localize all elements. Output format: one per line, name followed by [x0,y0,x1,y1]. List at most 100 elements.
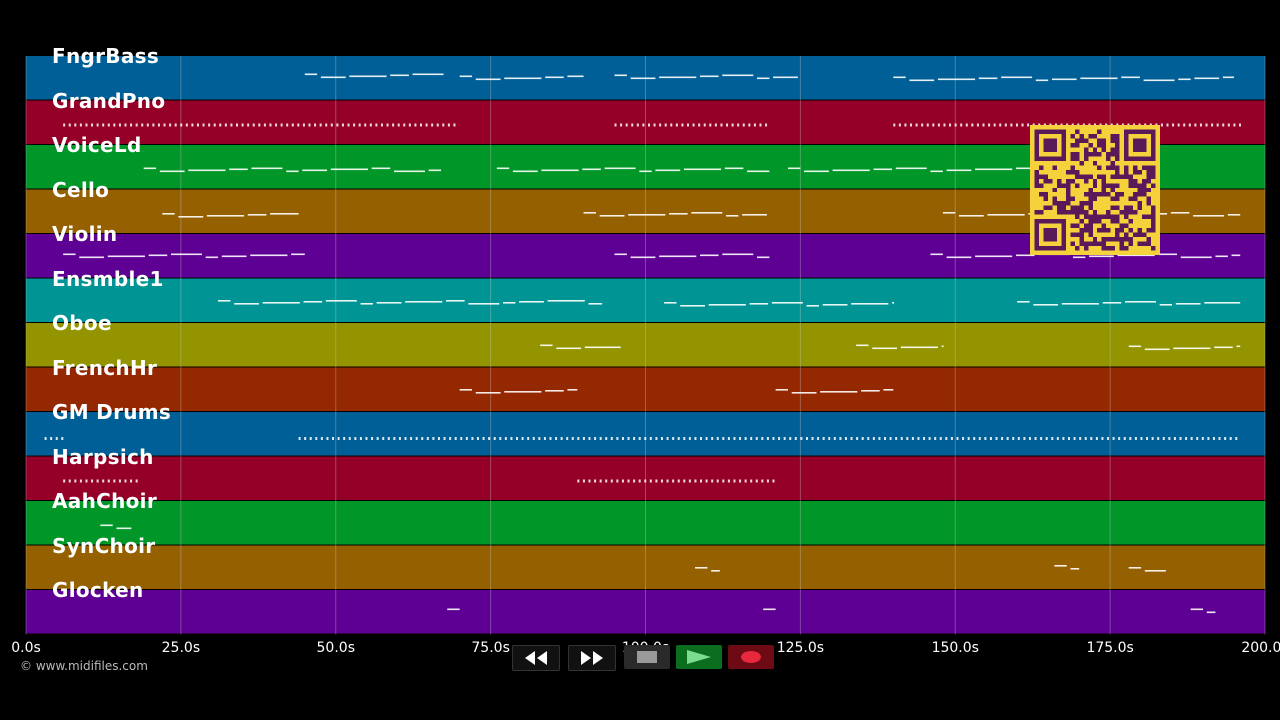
note [610,437,613,440]
record-button[interactable] [728,645,774,669]
note [100,524,113,527]
note [567,389,578,391]
note [889,437,892,440]
note [571,437,574,440]
note [958,215,984,217]
qr-code[interactable] [1030,125,1160,255]
note [1162,437,1165,440]
stop-button[interactable] [624,645,670,669]
note [1183,123,1186,127]
note [599,479,602,483]
note [135,123,138,127]
note [1015,123,1018,127]
note [230,123,233,127]
note [839,437,842,440]
note [633,437,636,440]
note [722,437,725,440]
note [1227,123,1230,127]
note [659,76,697,79]
note [1205,123,1208,127]
note [683,437,686,440]
fast-forward-button[interactable] [568,645,616,671]
note [1035,79,1049,82]
note [326,437,329,440]
track-label: SynChoir [52,533,156,558]
note [143,167,157,170]
note [930,253,943,256]
note [893,123,896,127]
note [269,123,272,127]
note [720,123,723,127]
note [431,123,434,127]
note [817,437,820,440]
note [325,123,328,127]
note [365,437,368,440]
note [711,479,714,483]
note [750,437,753,440]
time-tick-label: 175.0s [1086,640,1134,656]
note [496,167,510,170]
note [337,437,340,440]
note [1001,437,1004,440]
note [771,302,803,304]
play-button[interactable] [676,645,722,669]
time-tick-label: 25.0s [161,640,201,656]
note [820,391,858,393]
note [1017,301,1030,303]
copyright-text: © www.midifiles.com [20,659,148,673]
note [755,437,758,440]
note [107,479,110,483]
note [915,123,918,127]
note [454,437,457,440]
note [465,437,468,440]
note [636,123,639,127]
note [960,123,963,127]
note [1196,437,1199,440]
note [291,123,294,127]
note [162,213,175,215]
note [1215,255,1228,258]
note [459,389,473,391]
note [937,78,976,81]
note [91,123,94,127]
note [700,254,719,257]
note [286,123,289,127]
note [1040,437,1043,440]
note [577,479,580,483]
note [1180,256,1212,259]
note [687,123,690,127]
note [1128,345,1142,348]
note [1172,123,1175,127]
note [733,437,736,440]
note [545,390,564,392]
note [1015,167,1035,170]
note [1072,256,1086,259]
note [218,300,231,302]
track-label: Cello [52,177,110,202]
note [79,123,82,127]
note [1173,347,1211,350]
note [892,302,895,304]
fast-forward-icon [581,651,603,665]
note [828,437,831,440]
track-lane [26,278,1265,322]
note [605,479,608,483]
note [930,170,943,173]
note [180,123,183,127]
note [96,479,99,483]
note [872,437,875,440]
note [341,123,344,127]
note [973,437,976,440]
note [945,437,948,440]
rewind-button[interactable] [512,645,560,671]
note [1193,215,1225,217]
note [1218,437,1221,440]
time-tick-label: 150.0s [931,640,979,656]
note [917,437,920,440]
note [404,437,407,440]
note [262,302,300,304]
note [371,437,374,440]
note [447,608,460,611]
note [1194,123,1197,127]
note [700,75,719,78]
